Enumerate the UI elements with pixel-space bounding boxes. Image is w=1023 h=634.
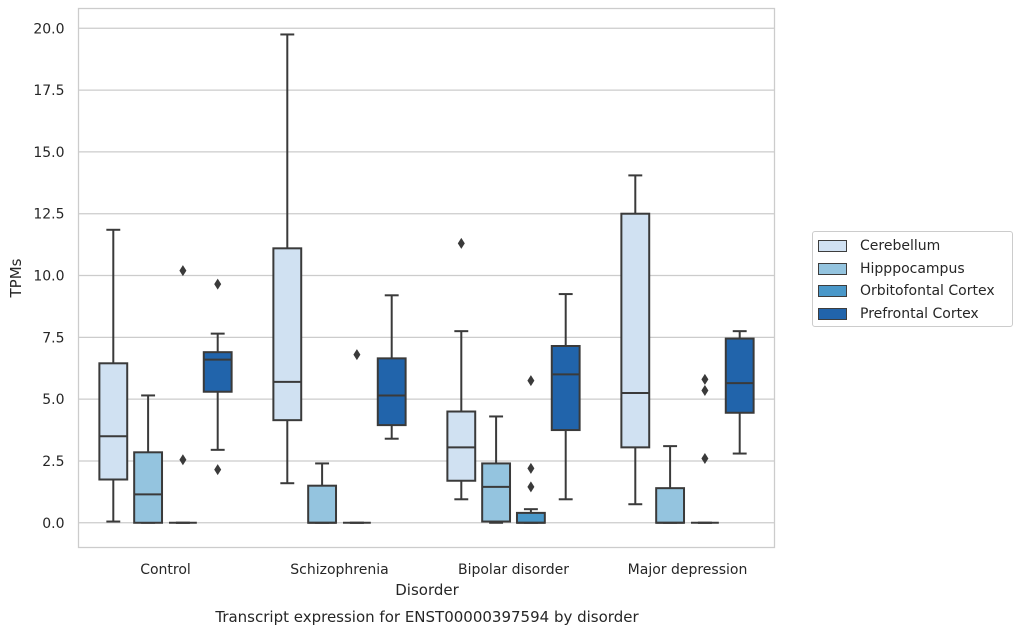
outlier-point <box>214 278 222 290</box>
box-cerebellum <box>98 228 129 523</box>
outlier-point <box>527 481 535 493</box>
y-axis-label: TPMs <box>7 258 25 298</box>
box-orbitofontal-cortex <box>515 375 546 524</box>
outlier-point <box>527 462 535 474</box>
y-tick-label: 20.0 <box>33 21 64 37</box>
box-iqr <box>376 357 407 427</box>
legend-swatch <box>818 307 847 320</box>
x-tick-label: Control <box>140 562 191 578</box>
box-iqr <box>307 484 338 524</box>
y-tick-label: 7.5 <box>42 330 64 346</box>
legend-swatch <box>818 240 847 253</box>
box-cerebellum <box>272 33 303 485</box>
box-orbitofontal-cortex <box>690 373 719 524</box>
box-prefrontal-cortex <box>550 293 581 501</box>
chart-title: Transcript expression for ENST0000039759… <box>214 608 639 626</box>
box-hipppocampus <box>655 445 686 524</box>
outlier-point <box>527 375 535 387</box>
x-axis-label: Disorder <box>395 581 459 599</box>
y-tick-label: 5.0 <box>42 392 64 408</box>
outlier-point <box>701 452 709 464</box>
y-tick-label: 10.0 <box>33 269 64 285</box>
box-hipppocampus <box>307 462 338 524</box>
box-prefrontal-cortex <box>202 278 233 476</box>
outlier-point <box>353 349 361 361</box>
box-layer <box>98 33 755 524</box>
legend-swatch <box>818 262 847 275</box>
y-tick-label: 0.0 <box>42 516 64 532</box>
box-orbitofontal-cortex <box>168 265 197 524</box>
legend-label: Orbitofontal Cortex <box>860 283 995 300</box>
legend-label: Hipppocampus <box>860 260 965 277</box>
legend-swatch <box>818 285 847 298</box>
y-tick-labels: 0.0 2.5 5.0 7.5 10.0 12.5 15.0 17.5 20.0 <box>33 21 64 531</box>
box-iqr <box>620 212 651 449</box>
box-hipppocampus <box>481 415 512 524</box>
plot-frame <box>77 7 776 549</box>
box-iqr <box>202 351 233 393</box>
box-iqr <box>655 487 686 524</box>
legend-item: Hipppocampus <box>818 258 1012 281</box>
legend-label: Prefrontal Cortex <box>860 305 979 322</box>
box-prefrontal-cortex <box>376 294 407 440</box>
x-tick-label: Schizophrenia <box>290 562 388 578</box>
legend-item: Prefrontal Cortex <box>818 303 1012 326</box>
outlier-point <box>457 237 465 249</box>
x-tick-labels: Control Schizophrenia Bipolar disorder Majo… <box>140 562 747 578</box>
box-iqr <box>481 462 512 523</box>
box-prefrontal-cortex <box>724 330 755 455</box>
box-iqr <box>550 344 581 432</box>
grid-layer <box>78 27 775 524</box>
x-tick-label: Major depression <box>628 562 748 578</box>
box-cerebellum <box>446 237 477 501</box>
box-iqr <box>515 511 546 524</box>
y-tick-label: 17.5 <box>33 83 64 99</box>
outlier-point <box>214 464 222 476</box>
legend: Cerebellum Hipppocampus Orbitofontal Cor… <box>812 231 1013 327</box>
legend-label: Cerebellum <box>860 238 941 255</box>
outlier-point <box>179 454 187 466</box>
box-hipppocampus <box>133 394 164 524</box>
box-orbitofontal-cortex <box>342 349 371 524</box>
box-iqr <box>272 247 303 422</box>
box-cerebellum <box>620 174 651 506</box>
box-iqr <box>98 362 129 481</box>
y-tick-label: 15.0 <box>33 145 64 161</box>
box-iqr <box>724 337 755 414</box>
x-tick-label: Bipolar disorder <box>458 562 569 578</box>
box-iqr <box>446 410 477 482</box>
y-tick-label: 12.5 <box>33 207 64 223</box>
y-tick-label: 2.5 <box>42 454 64 470</box>
legend-item: Cerebellum <box>818 235 1012 258</box>
legend-item: Orbitofontal Cortex <box>818 280 1012 303</box>
box-iqr <box>133 451 164 524</box>
outlier-point <box>701 373 709 385</box>
outlier-point <box>179 265 187 277</box>
outlier-point <box>701 384 709 396</box>
